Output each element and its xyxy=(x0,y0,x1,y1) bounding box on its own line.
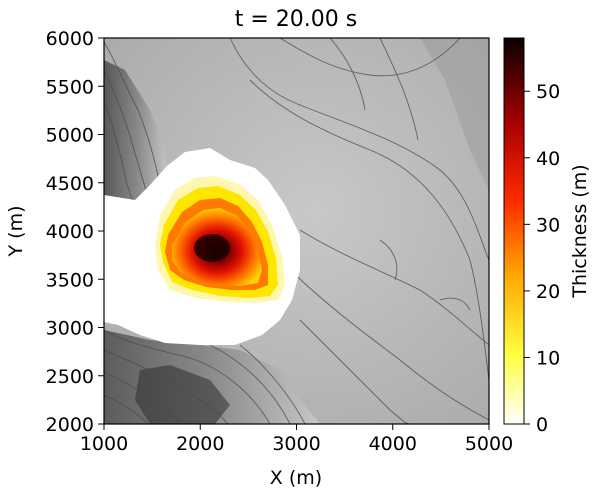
x-axis: 1000 2000 3000 4000 5000 xyxy=(80,424,513,455)
chart-title: t = 20.00 s xyxy=(235,7,357,32)
x-tick-label: 5000 xyxy=(465,433,513,455)
y-tick-label: 3500 xyxy=(46,269,94,291)
x-tick-label: 4000 xyxy=(369,433,417,455)
y-tick-label: 2500 xyxy=(46,366,94,388)
colorbar: 0 10 20 30 40 50 Thickness (m) xyxy=(503,37,591,436)
y-tick-label: 5500 xyxy=(46,76,94,98)
x-tick-label: 3000 xyxy=(272,433,320,455)
y-axis-label: Y (m) xyxy=(5,206,27,258)
colorbar-tick-label: 20 xyxy=(536,281,560,303)
plot-area xyxy=(104,38,489,424)
x-tick-label: 1000 xyxy=(80,433,128,455)
y-tick-label: 4000 xyxy=(46,221,94,243)
colorbar-tick-label: 40 xyxy=(536,148,560,170)
terrain-right-ridge xyxy=(420,38,489,190)
x-tick-label: 2000 xyxy=(176,433,224,455)
y-tick-label: 4500 xyxy=(46,173,94,195)
colorbar-ticks: 0 10 20 30 40 50 xyxy=(524,81,560,436)
colorbar-tick-label: 0 xyxy=(536,414,548,436)
terrain-ridge-upper xyxy=(104,60,170,215)
y-tick-label: 2000 xyxy=(46,414,94,436)
colorbar-label: Thickness (m) xyxy=(569,164,591,298)
contour-lines xyxy=(104,38,489,424)
terrain-dark-valley xyxy=(135,365,230,424)
x-axis-label: X (m) xyxy=(270,467,322,489)
y-tick-label: 3000 xyxy=(46,318,94,340)
flow-thickness-field xyxy=(104,148,300,345)
flow-peak-spot xyxy=(194,234,230,262)
colorbar-tick-label: 50 xyxy=(536,81,560,103)
colorbar-gradient xyxy=(503,37,525,425)
y-axis: 2000 2500 3000 3500 4000 4500 5000 5500 6000 xyxy=(46,28,104,436)
y-tick-label: 6000 xyxy=(46,28,94,50)
y-tick-label: 5000 xyxy=(46,125,94,147)
colorbar-tick-label: 30 xyxy=(536,214,560,236)
colorbar-tick-label: 10 xyxy=(536,347,560,369)
